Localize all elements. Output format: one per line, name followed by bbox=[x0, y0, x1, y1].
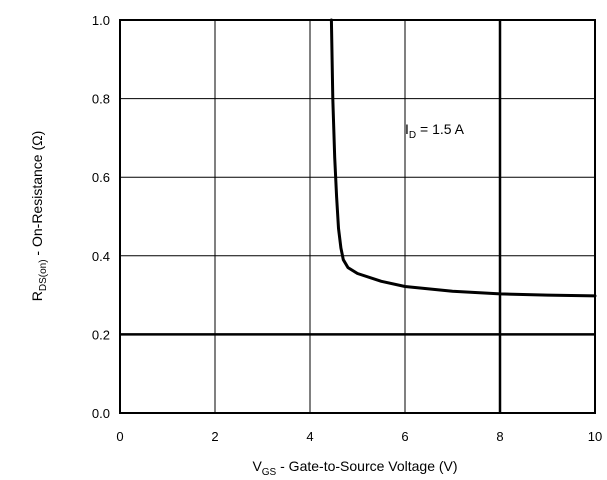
y-axis-label: RDS(on) - On-Resistance (Ω) bbox=[29, 131, 49, 302]
plot-frame bbox=[119, 19, 596, 414]
y-tick-label: 0.6 bbox=[92, 170, 110, 185]
series-group bbox=[329, 18, 597, 298]
x-axis-label: VGS - Gate-to-Source Voltage (V) bbox=[252, 458, 457, 478]
x-tick-label: 8 bbox=[496, 429, 503, 444]
x-tick-label: 4 bbox=[306, 429, 313, 444]
grid-lines bbox=[120, 20, 595, 413]
plot-border bbox=[119, 19, 596, 414]
y-tick-label: 0.2 bbox=[92, 327, 110, 342]
y-tick-labels: 0.0 0.2 0.4 0.6 0.8 1.0 bbox=[92, 13, 110, 421]
y-tick-label: 0.4 bbox=[92, 249, 110, 264]
id-condition-annotation: ID = 1.5 A bbox=[405, 121, 465, 141]
x-tick-labels: 0 2 4 6 8 10 bbox=[116, 429, 602, 444]
y-tick-label: 1.0 bbox=[92, 13, 110, 28]
x-tick-label: 10 bbox=[588, 429, 602, 444]
x-tick-label: 2 bbox=[211, 429, 218, 444]
y-tick-label: 0.0 bbox=[92, 406, 110, 421]
x-tick-label: 0 bbox=[116, 429, 123, 444]
x-tick-label: 6 bbox=[401, 429, 408, 444]
y-tick-label: 0.8 bbox=[92, 92, 110, 107]
rds-on-vs-vgs-curve bbox=[329, 18, 597, 298]
